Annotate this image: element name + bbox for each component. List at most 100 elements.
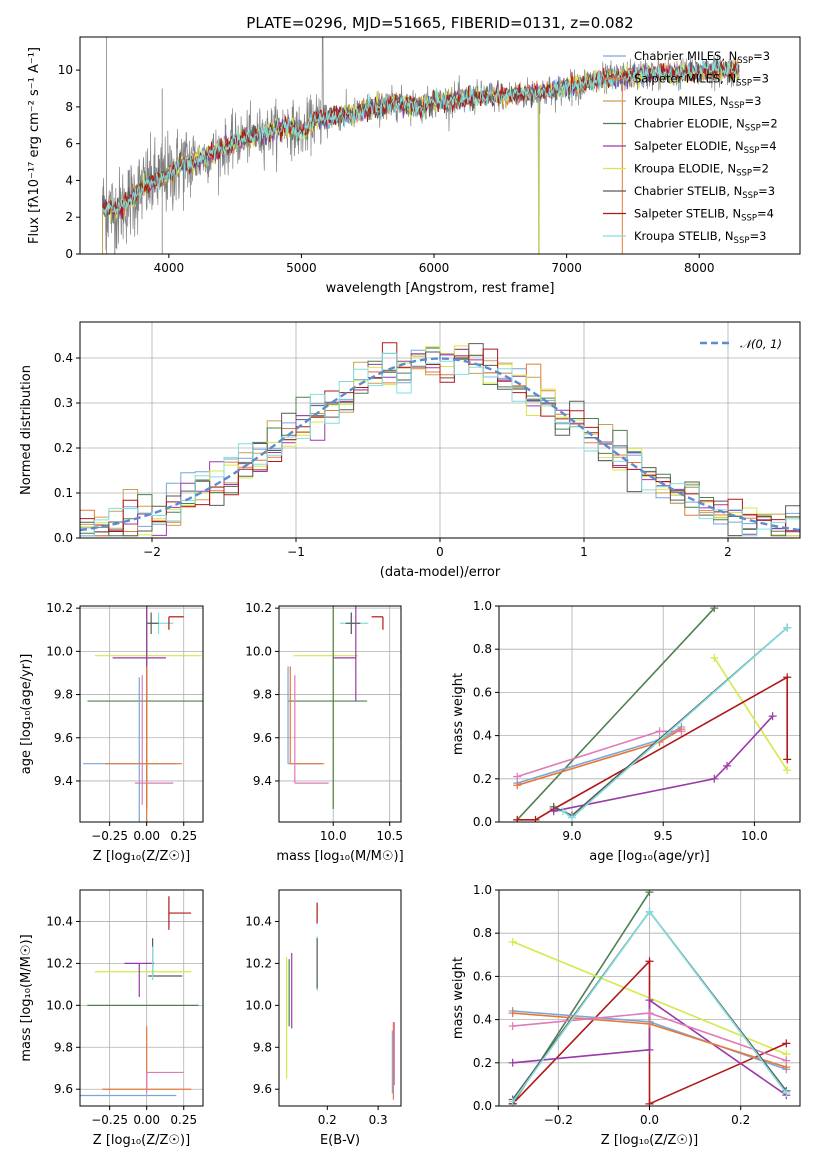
mass-weight-marker [710, 653, 719, 662]
mass-weight-marker [645, 890, 654, 897]
legend-label-value: =4 [757, 207, 774, 221]
axes-frame [498, 605, 801, 823]
axes-frame [278, 605, 402, 823]
mass-weight-marker [723, 761, 732, 770]
y-tick-label: 10.4 [46, 914, 73, 928]
mass-weight-marker [782, 1089, 791, 1098]
legend-label: Salpeter ELODIE, NSSP=4 [634, 139, 777, 156]
x-axis-label: Z [log₁₀(Z/Z☉)] [601, 1133, 698, 1148]
axes-frame [79, 889, 204, 1107]
y-tick-label: 0 [65, 247, 73, 261]
plot-area-massweight_vs_age [513, 606, 792, 822]
mass-weight-marker [655, 727, 664, 736]
axes-spectrum: 4000 5000 6000 7000 8000 0 2 4 6 8 10 wavelength [A… [27, 36, 801, 296]
y-tick-label: 0.6 [473, 969, 492, 983]
mass-weight-marker [567, 813, 576, 822]
y-tick-label: 0.0 [473, 815, 492, 829]
legend-label: Kroupa ELODIE, NSSP=2 [634, 162, 769, 179]
x-tick-label: 5000 [286, 261, 317, 275]
y-axis-label: age [log₁₀(age/yr)] [19, 654, 34, 775]
mass-weight-marker [508, 1058, 517, 1067]
y-tick-label: 8 [65, 100, 73, 114]
mass-weight-marker [677, 727, 686, 736]
mass-weight-line [713, 657, 788, 771]
x-tick-label: 0.00 [133, 829, 160, 843]
x-tick-label: 8000 [684, 261, 715, 275]
y-tick-label: 9.6 [253, 731, 272, 745]
y-tick-label: 9.8 [54, 688, 73, 702]
legend-label-value: =3 [758, 184, 775, 198]
mass-weight-marker [513, 781, 522, 790]
axes-mass_vs_ebv: 0.2 0.3 9.6 9.8 10.0 10.2 10.4 E(B-V) [245, 889, 402, 1148]
axes-massweight_vs_Z: −0.2 0.0 0.2 0.0 0.2 0.4 0.6 0.8 1.0 Z [log₁₀(Z/Z… [451, 883, 801, 1148]
normal-curve-line [80, 357, 800, 532]
axes-residuals: −2 −1 0 1 2 0.0 0.1 0.2 0.3 0.4 (data-model)/error… [19, 321, 801, 580]
legend-label-value: =3 [753, 49, 770, 63]
mass-weight-marker [710, 774, 719, 783]
y-tick-label: 9.8 [253, 1040, 272, 1054]
legend-label: 𝒩(0, 1) [740, 337, 782, 351]
x-tick-label: −0.25 [91, 829, 128, 843]
axes-age_vs_mass: 10.0 10.5 9.4 9.6 9.8 10.0 10.2 mass [log₁₀(M/M… [245, 601, 403, 864]
histogram-step-line [80, 342, 800, 532]
legend-label-main: Chabrier ELODIE, N [634, 117, 745, 131]
axes-mass_vs_Z: −0.25 0.00 0.25 9.6 9.8 10.0 10.2 10.4 Z [log₁₀(… [19, 889, 204, 1148]
x-axis-label: E(B-V) [320, 1133, 360, 1148]
y-tick-label: 9.4 [253, 774, 272, 788]
y-tick-label: 0.6 [473, 685, 492, 699]
legend-label-main: Salpeter STELIB, N [634, 207, 741, 221]
axes-frame [498, 889, 801, 1107]
plot-area-massweight_vs_Z [508, 890, 791, 1106]
x-axis-label: age [log₁₀(age/yr)] [589, 849, 710, 864]
x-tick-label: 4000 [154, 261, 185, 275]
legend-label-value: =2 [761, 117, 778, 131]
axes-massweight_vs_age: 9.0 9.5 10.0 0.0 0.2 0.4 0.6 0.8 1.0 age [log₁₀(a… [451, 599, 801, 864]
legend-label-main: Kroupa STELIB, N [634, 229, 734, 243]
mass-weight-marker [768, 712, 777, 721]
mass-weight-line [516, 728, 682, 787]
x-tick-label: 0.2 [731, 1113, 750, 1127]
legend-label-sub: SSP [745, 124, 761, 134]
legend-label-sub: SSP [741, 214, 757, 224]
y-tick-label: 10 [58, 63, 73, 77]
plot-area-age_vs_mass [287, 606, 384, 810]
y-tick-label: 9.6 [54, 1082, 73, 1096]
x-tick-label: −2 [143, 545, 161, 559]
y-tick-label: 2 [65, 210, 73, 224]
y-tick-label: 0.2 [473, 772, 492, 786]
y-tick-label: 10.0 [46, 644, 73, 658]
mass-weight-marker [782, 1056, 791, 1065]
mass-weight-marker [783, 673, 792, 682]
x-tick-label: −0.2 [544, 1113, 573, 1127]
mass-weight-marker [645, 907, 654, 916]
plot-area-residuals [80, 342, 800, 537]
y-tick-label: 10.2 [46, 601, 73, 615]
y-tick-label: 10.0 [245, 644, 272, 658]
mass-weight-marker [558, 807, 567, 816]
y-tick-label: 10.2 [245, 956, 272, 970]
legend-label-value: =2 [752, 162, 769, 176]
mass-weight-marker [782, 1039, 791, 1048]
legend-label-sub: SSP [736, 169, 752, 179]
y-axis-label: mass [log₁₀(M/M☉)] [19, 934, 34, 1061]
plot-area-mass_vs_Z [80, 896, 199, 1097]
legend-label-main: Salpeter ELODIE, N [634, 139, 744, 153]
y-tick-label: 10.2 [46, 956, 73, 970]
y-tick-label: 10.2 [245, 601, 272, 615]
mass-weight-marker [645, 1009, 654, 1018]
mass-weight-marker [549, 802, 558, 811]
y-tick-label: 1.0 [473, 883, 492, 897]
mass-weight-marker [783, 755, 792, 764]
mass-weight-marker [508, 1097, 517, 1106]
legend-label: Salpeter STELIB, NSSP=4 [634, 207, 774, 224]
mass-weight-marker [645, 1099, 654, 1106]
mass-weight-marker [531, 815, 540, 822]
y-tick-label: 0.1 [54, 486, 73, 500]
y-tick-label: 0.4 [54, 351, 73, 365]
x-tick-label: 0.25 [170, 1113, 197, 1127]
mass-weight-marker [645, 957, 654, 966]
mass-weight-marker [513, 772, 522, 781]
legend-label-value: =3 [749, 229, 766, 243]
legend-label-main: Kroupa MILES, N [634, 94, 729, 108]
